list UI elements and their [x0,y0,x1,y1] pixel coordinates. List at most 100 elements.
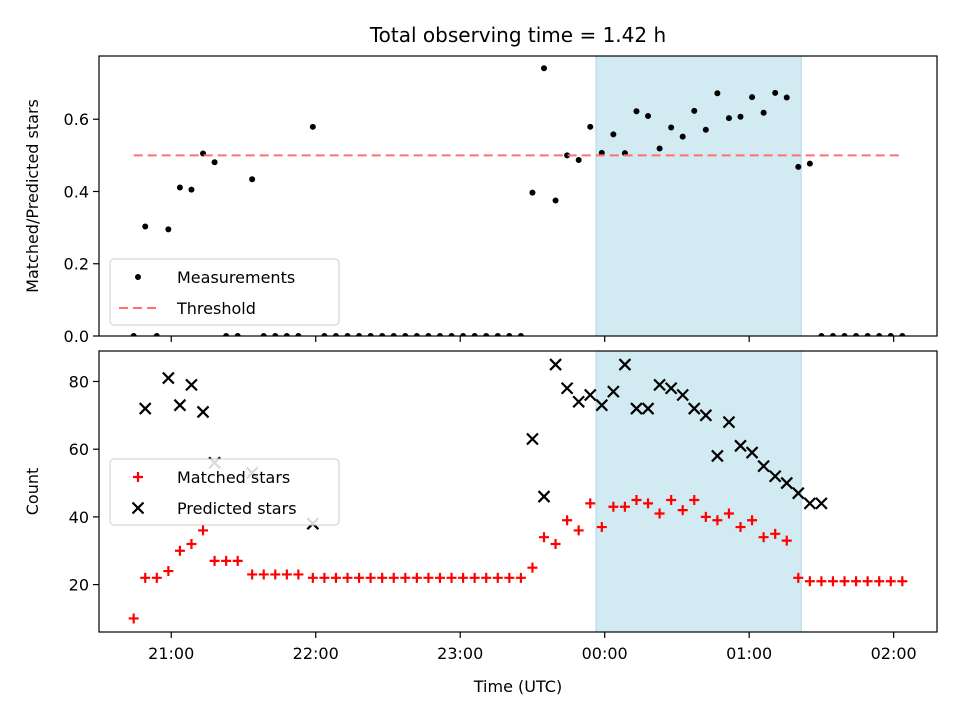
bottom-panel-counts: 20 40 60 80 21:00 22:00 23:00 00:00 01:00 02:00 Co… [23,350,938,663]
measurement-point [448,333,455,336]
measurement-point [425,333,432,336]
legend-marker [133,472,143,482]
predicted-star-point [173,398,187,412]
matched-star-point [128,613,139,624]
predicted-star-point [549,358,562,371]
matched-star-point [562,515,573,526]
measurement-point [176,184,183,191]
predicted-star-point [699,409,713,422]
y-tick-label: 0.6 [64,110,89,129]
measurement-point [344,333,351,336]
y-axis-label: Count [23,468,42,516]
predicted-star-point [803,497,817,510]
predicted-star-point [560,381,574,395]
y-tick-label: 0.0 [64,327,89,346]
y-tick-label: 60 [69,440,89,459]
measurement-point [887,333,894,336]
matched-star-point [281,569,292,580]
matched-star-point [388,572,399,583]
legend-box [109,458,340,526]
predicted-star-point [185,378,198,392]
matched-star-point [747,515,758,526]
measurement-point [645,112,652,119]
matched-star-point [209,555,220,566]
measurement-point [587,123,594,130]
matched-star-point [232,555,243,566]
matched-star-point [827,576,838,587]
matched-star-point [354,572,365,583]
matched-star-point [174,545,185,556]
predicted-star-point [630,402,643,415]
chart-title: Total observing time = 1.42 h [369,23,666,47]
measurement-point [714,90,721,97]
matched-star-point [723,508,734,519]
measurement-point [223,333,230,336]
matched-star-point [342,572,353,583]
matched-star-point [247,569,258,580]
y-tick-label: 20 [69,576,89,595]
predicted-star-point [664,381,678,395]
matched-star-point [712,515,723,526]
measurement-point [806,160,813,167]
y-axis-label: Matched/Predicted stars [23,99,42,293]
x-tick-label: 23:00 [437,644,483,663]
measurement-point [876,333,883,336]
measurement-point [249,176,256,183]
measurement-point [517,333,524,336]
measurement-point [529,189,536,196]
matched-star-point [596,522,607,533]
measurement-point [760,109,767,116]
y-tick-label: 0.4 [64,182,89,201]
predicted-star-point [711,449,724,463]
legend-label: Matched stars [177,468,290,487]
predicted-star-point [676,388,689,402]
x-tick-label: 22:00 [293,644,339,663]
top-panel-ratio: 0.0 0.2 0.4 0.6 Matched/Predicted stars Measu… [23,55,938,346]
measurement-point [598,149,605,156]
matched-star-point [293,569,304,580]
matched-star-point [631,494,642,505]
matched-star-point [897,576,908,587]
measurement-point [367,333,374,336]
measurement-point [295,333,302,336]
x-tick-label: 01:00 [726,644,772,663]
matched-star-point [377,572,388,583]
matched-star-point [619,501,630,512]
measurement-point [211,159,218,166]
legend-box [109,258,340,326]
predicted-star-point [618,358,632,371]
measurement-point [356,333,363,336]
measurement-point [321,333,328,336]
measurement-point [483,333,490,336]
matched-star-point [481,572,492,583]
measurement-point [783,94,790,101]
measurement-point [737,113,744,120]
matched-star-point [643,498,654,509]
measurement-point [864,333,871,336]
matched-star-point [816,576,827,587]
predicted-star-point [537,490,551,503]
matched-star-point [186,538,197,549]
matched-star-point [198,525,209,536]
measurement-point [691,107,698,114]
matched-star-point [839,576,850,587]
matched-star-point [221,555,232,566]
observing-window-span [595,55,802,337]
measurement-point [541,65,548,72]
matched-star-point [504,572,515,583]
axes-frame [98,55,938,337]
measurement-point [633,108,640,115]
matched-star-point [770,528,781,539]
predicted-star-point [572,395,585,409]
matched-star-point [163,566,174,577]
measurement-point [552,197,559,204]
measurement-point [506,333,513,336]
y-tick-label: 40 [69,508,89,527]
predicted-star-point [196,405,210,419]
matched-star-point [781,535,792,546]
measurement-point [309,123,316,130]
measurement-point [853,333,860,336]
matched-star-point [423,572,434,583]
matched-star-point [527,562,538,573]
measurement-point [818,333,825,336]
